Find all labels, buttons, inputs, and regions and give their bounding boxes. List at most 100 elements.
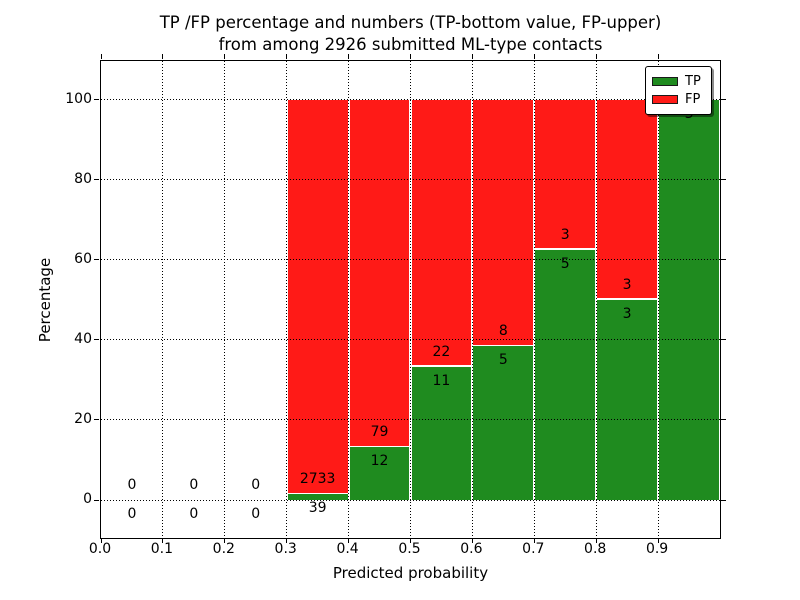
x-tick-label: 0.3 xyxy=(274,541,297,557)
x-tick-mark xyxy=(162,538,164,543)
tp-count-label: 0 xyxy=(251,506,261,522)
x-axis-label: Predicted probability xyxy=(332,564,489,582)
x-tick-mark xyxy=(100,538,102,543)
x-tick-mark xyxy=(410,538,411,543)
y-tick-mark-right xyxy=(721,339,726,341)
x-tick-label: 0.4 xyxy=(336,541,359,557)
bar-fp-segment xyxy=(535,99,596,249)
x-tick-mark-top xyxy=(533,54,535,59)
x-tick-mark xyxy=(224,538,226,543)
plot-area: 0000002733397912221185353303 xyxy=(94,54,726,543)
fp-count-label: 3 xyxy=(622,276,632,293)
y-tick-label: 40 xyxy=(74,330,92,347)
y-tick-mark xyxy=(94,99,99,101)
bar-tp-segment xyxy=(411,366,472,500)
tp-count-label: 12 xyxy=(370,453,389,470)
tp-count-label: 11 xyxy=(432,372,451,389)
x-tick-label: 0.0 xyxy=(88,541,112,557)
x-tick-mark xyxy=(595,538,597,543)
fp-count-label: 0 xyxy=(127,477,137,493)
x-tick-label: 0.8 xyxy=(584,541,607,557)
y-tick-mark xyxy=(94,259,99,261)
fp-count-label: 79 xyxy=(370,424,389,441)
bar-fp-segment xyxy=(473,99,534,345)
gridline-x xyxy=(286,61,288,538)
gridline-x xyxy=(471,61,473,538)
bar-tp-segment xyxy=(473,346,534,500)
bars-layer xyxy=(101,61,720,538)
x-tick-label: 0.6 xyxy=(460,541,483,557)
legend-item-fp: FP xyxy=(652,93,705,106)
y-tick-mark-right xyxy=(721,99,726,101)
y-tick-mark xyxy=(94,499,99,501)
gridline-x xyxy=(162,61,164,538)
annotations-layer: 0000002733397912221185353303 xyxy=(101,61,720,538)
x-tick-label: 0.2 xyxy=(212,541,235,557)
tp-count-label: 0 xyxy=(189,506,199,522)
tp-count-label: 5 xyxy=(498,352,508,369)
tp-count-label: 0 xyxy=(127,506,137,522)
y-axis-label: Percentage xyxy=(36,257,54,343)
gridline-x xyxy=(348,61,350,538)
bar-fp-segment xyxy=(597,99,658,299)
grid-layer xyxy=(101,61,720,538)
x-tick-mark-top xyxy=(286,54,288,59)
y-tick-label: 0 xyxy=(83,491,92,507)
fp-count-label: 22 xyxy=(432,343,451,360)
legend-label-tp: TP xyxy=(685,73,701,89)
x-tick-mark-top xyxy=(410,54,411,59)
y-tick-label: 20 xyxy=(74,410,92,427)
bar-tp-segment xyxy=(287,494,348,500)
bar-tp-segment xyxy=(535,249,596,500)
tp-count-label: 39 xyxy=(308,500,327,517)
tp-count-label: 3 xyxy=(622,305,632,322)
fp-count-label: 8 xyxy=(498,323,508,340)
y-tick-mark xyxy=(94,339,99,341)
y-tick-label: 100 xyxy=(65,90,92,107)
fp-count-label: 0 xyxy=(189,477,199,493)
x-tick-mark-top xyxy=(595,54,597,59)
bar-tp-segment xyxy=(349,447,410,500)
x-tick-label: 0.7 xyxy=(522,541,545,557)
x-tick-mark xyxy=(471,538,473,543)
y-tick-mark-right xyxy=(721,499,726,501)
bar-fp-segment xyxy=(411,99,472,366)
gridline-x xyxy=(224,61,226,538)
x-tick-mark-top xyxy=(471,54,473,59)
gridline-x xyxy=(595,61,597,538)
x-tick-mark xyxy=(348,538,350,543)
x-tick-mark-top xyxy=(162,54,164,59)
bar-fp-segment xyxy=(287,99,348,493)
fp-color-swatch xyxy=(652,95,678,105)
gridline-x xyxy=(657,61,659,538)
x-tick-mark xyxy=(533,538,535,543)
x-tick-mark xyxy=(286,538,288,543)
y-tick-mark-right xyxy=(721,259,726,261)
bar-fp-segment xyxy=(349,99,410,446)
legend: TP FP xyxy=(645,66,712,115)
chart-title-line1: TP /FP percentage and numbers (TP-bottom… xyxy=(159,13,662,32)
bar-tp-segment xyxy=(597,299,658,500)
y-tick-mark xyxy=(94,419,99,421)
chart-title-line2: from among 2926 submitted ML-type contac… xyxy=(218,35,603,54)
legend-item-tp: TP xyxy=(652,75,705,88)
fp-count-label: 2733 xyxy=(299,471,336,488)
x-tick-mark-top xyxy=(224,54,226,59)
tp-color-swatch xyxy=(652,76,678,86)
x-tick-mark xyxy=(657,538,659,543)
x-tick-label: 0.5 xyxy=(398,541,421,557)
x-tick-label: 0.9 xyxy=(645,541,669,557)
y-tick-mark-right xyxy=(721,179,726,181)
tp-count-label: 5 xyxy=(560,255,570,272)
x-tick-mark-top xyxy=(100,54,102,59)
x-tick-mark-top xyxy=(348,54,350,59)
gridline-x xyxy=(410,61,411,538)
fp-count-label: 0 xyxy=(251,477,261,493)
y-tick-label: 60 xyxy=(74,250,92,267)
chart-title: TP /FP percentage and numbers (TP-bottom… xyxy=(100,12,721,56)
y-tick-mark-right xyxy=(721,419,726,421)
gridline-x xyxy=(533,61,535,538)
tick-marks-layer xyxy=(94,54,726,543)
y-tick-label: 80 xyxy=(74,170,92,187)
